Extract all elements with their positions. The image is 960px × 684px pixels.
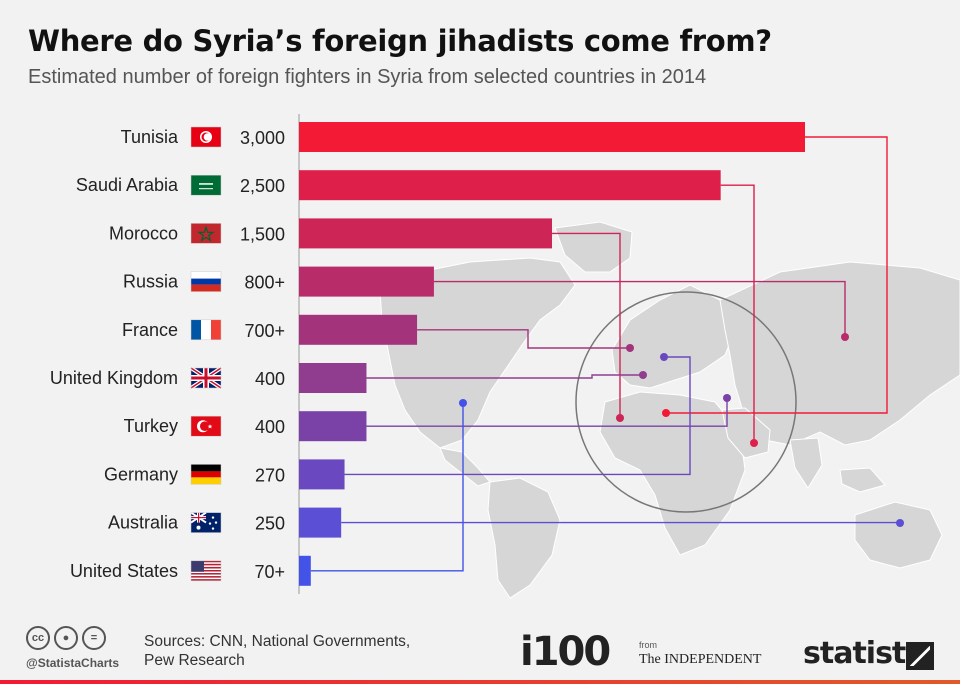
creative-commons-icon: cc <box>26 626 50 650</box>
independent-logo: The INDEPENDENT <box>639 652 762 667</box>
statista-logo: statista <box>803 636 926 671</box>
i100-logo-text: i100 <box>520 629 611 675</box>
i100-logo: i100 <box>520 629 611 675</box>
bar-turkey <box>299 411 367 442</box>
united-kingdom-flag <box>189 366 223 390</box>
category-label-morocco: Morocco <box>109 223 178 243</box>
location-dot-united-states <box>459 399 467 407</box>
value-label-tunisia: 3,000 <box>240 128 285 148</box>
location-dot-australia <box>896 519 904 527</box>
connector-saudi-arabia <box>720 184 755 443</box>
value-label-germany: 270 <box>255 465 285 485</box>
connector-morocco <box>552 232 621 418</box>
value-label-australia: 250 <box>255 514 285 534</box>
connector-tunisia <box>666 136 888 414</box>
attribution-icon: ● <box>54 626 78 650</box>
no-derivatives-icon: = <box>82 626 106 650</box>
flags <box>189 126 223 582</box>
morocco-flag <box>190 223 222 244</box>
sources-text: Sources: CNN, National Governments, Pew … <box>144 633 411 669</box>
bar-tunisia <box>299 122 805 152</box>
connector-france <box>417 329 630 349</box>
category-label-tunisia: Tunisia <box>121 127 179 147</box>
connector-united-states <box>310 403 464 572</box>
value-label-saudi-arabia: 2,500 <box>240 176 285 196</box>
category-label-russia: Russia <box>123 272 179 292</box>
bar-morocco <box>299 218 552 249</box>
category-label-saudi-arabia: Saudi Arabia <box>76 175 179 195</box>
footer: cc ● = @StatistaCharts Sources: CNN, Nat… <box>0 612 960 684</box>
value-label-united-kingdom: 400 <box>255 369 285 389</box>
bar-australia <box>299 507 342 538</box>
bar-france <box>299 314 418 345</box>
turkey-flag <box>190 415 222 437</box>
saudi-arabia-flag <box>190 174 222 196</box>
location-dot-united-kingdom <box>639 371 647 379</box>
statista-logo-mark <box>906 642 934 670</box>
bar-russia <box>299 266 434 297</box>
chart-title: Where do Syria’s foreign jihadists come … <box>28 24 772 58</box>
region-highlight-circle <box>575 291 797 513</box>
category-label-turkey: Turkey <box>124 416 178 436</box>
connector-germany <box>344 356 691 476</box>
category-label-germany: Germany <box>104 464 178 484</box>
category-label-france: France <box>122 320 178 340</box>
bar-united-states <box>299 555 311 586</box>
tunisia-flag <box>190 126 222 148</box>
connector-united-kingdom <box>366 374 643 379</box>
value-label-united-states: 70+ <box>254 562 285 582</box>
location-dot-tunisia <box>662 409 670 417</box>
chart-subtitle: Estimated number of foreign fighters in … <box>28 66 707 88</box>
connector-lines <box>310 136 901 572</box>
connector-russia <box>433 280 846 337</box>
united-states-flag <box>190 560 222 582</box>
from-text: from <box>639 640 657 650</box>
location-dot-russia <box>841 333 849 341</box>
france-flag <box>190 319 222 341</box>
bar-united-kingdom <box>299 363 367 393</box>
australia-flag <box>190 511 222 533</box>
bar-germany <box>299 459 345 490</box>
location-dot-germany <box>660 353 668 361</box>
location-dot-turkey <box>723 394 731 402</box>
license-icons: cc ● = <box>26 626 106 650</box>
russia-flag <box>190 271 222 292</box>
value-label-turkey: 400 <box>255 417 285 437</box>
bar-saudi-arabia <box>299 170 721 201</box>
world-map <box>379 221 960 599</box>
location-dot-saudi-arabia <box>750 439 758 447</box>
value-label-morocco: 1,500 <box>240 224 285 244</box>
connector-turkey <box>366 398 728 427</box>
bars <box>299 122 805 586</box>
value-label-russia: 800+ <box>244 273 285 293</box>
germany-flag <box>190 464 222 485</box>
category-label-united-kingdom: United Kingdom <box>50 368 178 388</box>
location-dot-france <box>626 344 634 352</box>
bottom-accent-line <box>0 680 960 684</box>
location-dot-morocco <box>616 414 624 422</box>
row-labels: Tunisia 3,000 Saudi Arabia 2,500 Morocco 1,50… <box>50 127 285 582</box>
category-label-united-states: United States <box>70 561 178 581</box>
category-label-australia: Australia <box>108 513 179 533</box>
bar-chart: Tunisia 3,000 Saudi Arabia 2,500 Morocco 1,50… <box>50 114 960 599</box>
twitter-handle: @StatistaCharts <box>26 656 120 670</box>
location-dots <box>459 333 904 527</box>
value-label-france: 700+ <box>244 321 285 341</box>
